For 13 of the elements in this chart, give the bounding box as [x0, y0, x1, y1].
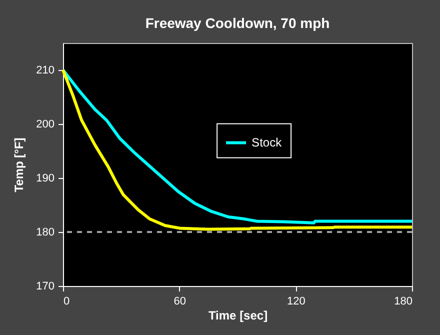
- x-tick-label: 0: [64, 296, 70, 308]
- chart-title: Freeway Cooldown, 70 mph: [145, 15, 330, 31]
- y-axis-title: Temp [°F]: [12, 138, 26, 192]
- x-tick-label: 120: [286, 296, 306, 308]
- y-tick-label: 180: [36, 226, 54, 238]
- y-tick-label: 200: [36, 118, 54, 130]
- y-tick-label: 210: [36, 64, 54, 76]
- legend-label: Stock: [252, 136, 283, 150]
- y-tick-label: 170: [36, 280, 54, 292]
- x-tick-label: 60: [174, 296, 186, 308]
- x-axis-title: Time [sec]: [208, 308, 268, 322]
- y-tick-label: 190: [36, 172, 54, 184]
- x-tick-label: 180: [394, 296, 412, 308]
